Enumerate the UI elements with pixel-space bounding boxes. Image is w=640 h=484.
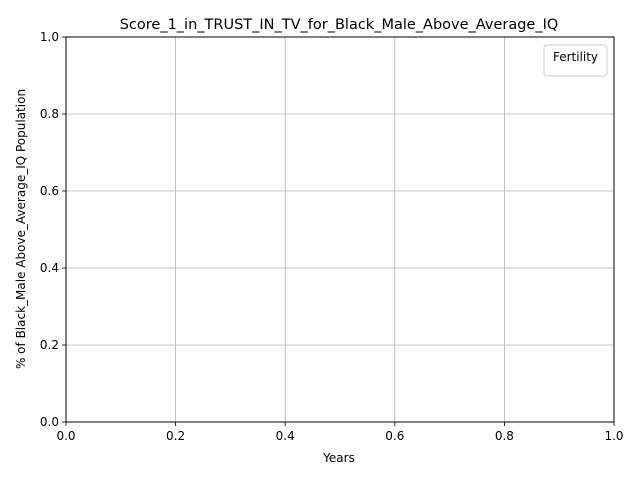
legend-box bbox=[543, 44, 608, 77]
chart-title: Score_1_in_TRUST_IN_TV_for_Black_Male_Ab… bbox=[120, 17, 559, 33]
x-tick-label: 0.8 bbox=[495, 429, 514, 443]
y-tick-label: 0.6 bbox=[40, 184, 59, 198]
x-tick-label: 1.0 bbox=[604, 429, 623, 443]
x-tick-label: 0.2 bbox=[166, 429, 185, 443]
y-tick-label: 0.0 bbox=[40, 415, 59, 429]
y-axis-ticks: 0.0 0.2 0.4 0.6 0.8 1.0 bbox=[40, 30, 66, 429]
y-tick-label: 0.2 bbox=[40, 338, 59, 352]
x-axis-label: Years bbox=[322, 451, 355, 465]
y-tick-label: 1.0 bbox=[40, 30, 59, 44]
x-tick-label: 0.4 bbox=[276, 429, 295, 443]
y-tick-label: 0.8 bbox=[40, 107, 59, 121]
y-tick-label: 0.4 bbox=[40, 261, 59, 275]
x-tick-label: 0.0 bbox=[56, 429, 75, 443]
x-axis-ticks: 0.0 0.2 0.4 0.6 0.8 1.0 bbox=[56, 422, 624, 443]
y-axis-label: % of Black_Male Above_Average_IQ Populat… bbox=[14, 89, 28, 369]
x-tick-label: 0.6 bbox=[385, 429, 404, 443]
legend-title: Fertility bbox=[553, 50, 598, 64]
axes-frame bbox=[65, 36, 615, 423]
legend: Fertility bbox=[543, 44, 608, 77]
